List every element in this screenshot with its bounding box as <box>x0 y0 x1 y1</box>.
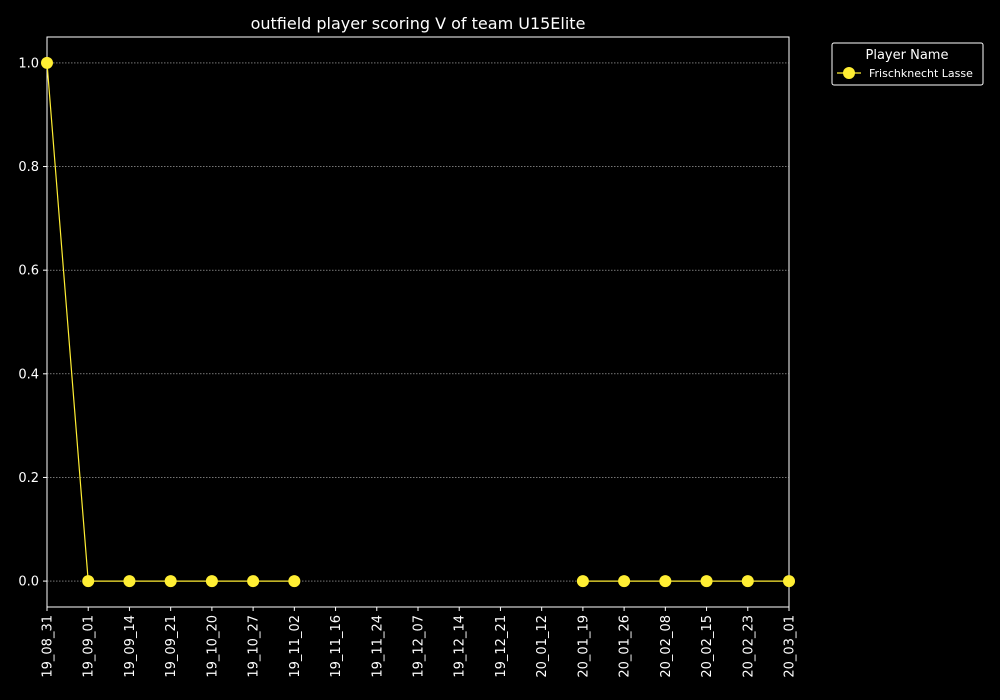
legend-entry-label: Frischknecht Lasse <box>869 67 973 80</box>
x-tick-label: 19_10_20 <box>205 615 220 678</box>
x-tick-label: 19_11_24 <box>370 615 385 678</box>
x-tick-label: 19_12_14 <box>453 615 468 678</box>
x-tick-label: 19_09_21 <box>164 615 179 678</box>
x-tick-label: 20_01_19 <box>576 615 591 678</box>
x-tick-label: 20_01_26 <box>618 615 633 678</box>
data-point <box>247 575 260 588</box>
x-tick-label: 19_12_07 <box>412 615 427 678</box>
y-tick-label: 1.0 <box>18 56 39 71</box>
y-tick-label: 0.0 <box>18 575 39 590</box>
x-tick-label: 20_01_12 <box>535 615 550 678</box>
legend: Player Name Frischknecht Lasse <box>831 42 984 86</box>
x-tick-label: 19_09_14 <box>123 615 138 678</box>
y-axis: 0.0 0.2 0.4 0.6 0.8 1.0 <box>18 56 47 590</box>
data-point <box>700 575 713 588</box>
y-tick-label: 0.4 <box>18 367 39 382</box>
data-point <box>164 575 177 588</box>
data-point <box>288 575 301 588</box>
y-tick-label: 0.6 <box>18 264 39 279</box>
series-layer <box>41 56 795 588</box>
x-tick-label: 20_02_15 <box>700 615 715 678</box>
legend-marker <box>843 67 855 79</box>
legend-title: Player Name <box>866 48 949 63</box>
data-point <box>741 575 754 588</box>
data-point <box>576 575 589 588</box>
data-point <box>41 56 53 69</box>
chart-title: outfield player scoring V of team U15Eli… <box>251 14 586 33</box>
data-point <box>618 575 631 588</box>
x-tick-label: 19_10_27 <box>247 615 262 678</box>
x-tick-label: 19_08_31 <box>41 615 56 678</box>
x-axis: 19_08_31 19_09_01 19_09_14 19_09_21 19_10_20… <box>41 607 798 678</box>
data-point <box>659 575 672 588</box>
x-tick-label: 19_11_02 <box>288 615 303 678</box>
legend-box <box>831 42 984 86</box>
x-tick-label: 19_09_01 <box>82 615 97 678</box>
y-tick-label: 0.2 <box>18 471 39 486</box>
plot-area <box>46 36 790 608</box>
data-point <box>123 575 136 588</box>
x-tick-label: 20_02_23 <box>741 615 756 678</box>
x-tick-label: 19_12_21 <box>494 615 509 678</box>
data-point <box>82 575 95 588</box>
x-tick-label: 20_02_08 <box>659 615 674 678</box>
x-tick-label: 19_11_16 <box>329 615 344 678</box>
data-point <box>205 575 218 588</box>
data-point <box>783 575 795 588</box>
x-tick-label: 20_03_01 <box>783 615 798 678</box>
y-tick-label: 0.8 <box>18 160 39 175</box>
